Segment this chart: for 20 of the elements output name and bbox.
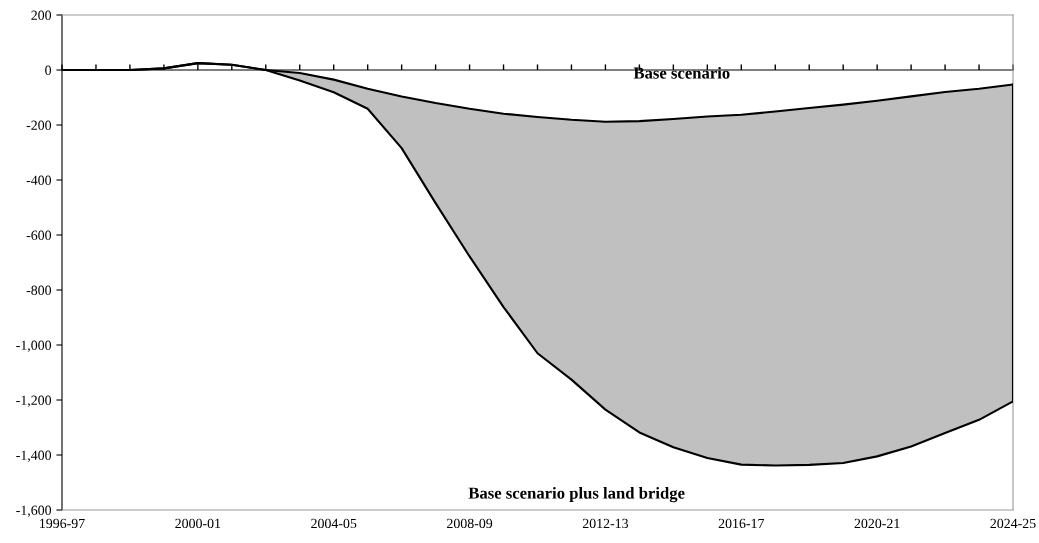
y-tick-label: -1,200 (16, 395, 52, 407)
y-tick-label: -1,600 (16, 505, 52, 517)
y-tick-label: -200 (26, 120, 52, 130)
x-tick-label: 2012-13 (582, 518, 629, 529)
y-tick-label: 0 (45, 65, 52, 75)
y-tick-label: -400 (26, 175, 52, 185)
y-tick-label: -800 (26, 285, 52, 295)
y-tick-label: -1,400 (16, 450, 52, 462)
legend-label: Base scenario (633, 66, 730, 79)
text: Base scenario plus land bridge (468, 486, 685, 503)
x-tick-label: 2004-05 (311, 518, 357, 529)
y-tick-label: -600 (26, 230, 52, 240)
x-tick-label: 2008-09 (447, 518, 493, 529)
y-tick-label: -1,000 (16, 340, 52, 352)
x-tick-label: 2020-21 (854, 518, 900, 529)
y-tick-label: 200 (31, 10, 52, 20)
x-tick-label: 2024-25 (990, 518, 1036, 529)
x-tick-label: 2000-01 (175, 518, 221, 529)
x-tick-label: 2016-17 (718, 518, 765, 529)
x-tick-label: 1996-97 (40, 518, 85, 529)
